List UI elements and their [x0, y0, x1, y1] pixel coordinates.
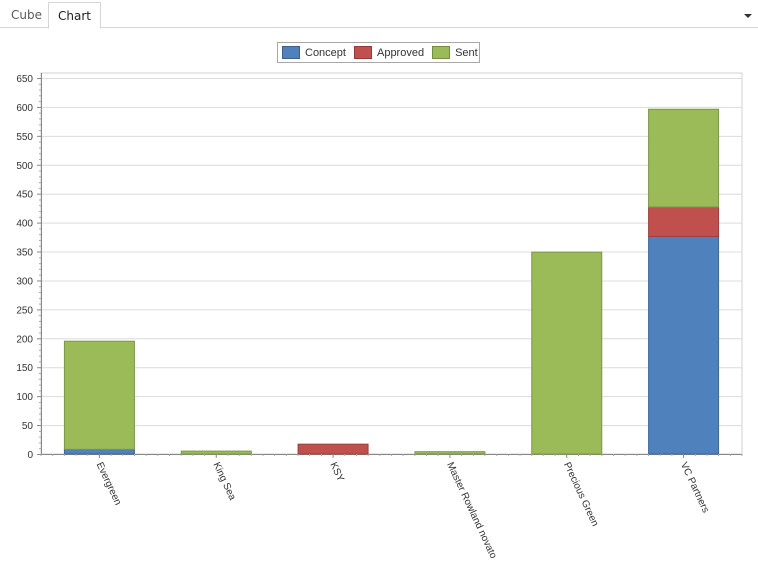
x-tick-label: Evergreen	[94, 461, 123, 507]
y-tick-label: 50	[22, 421, 34, 432]
bar-concept-evergreen	[63, 448, 135, 455]
y-tick-label: 150	[16, 363, 33, 374]
legend-label-sent: Sent	[455, 46, 478, 59]
x-tick-label: King Sea	[211, 461, 238, 503]
y-tick-label: 250	[16, 305, 33, 316]
y-tick-label: 450	[16, 190, 33, 201]
legend-item-concept[interactable]: Concept	[282, 46, 346, 59]
bar-approved-ksy	[297, 443, 369, 455]
bar-concept-vc-partners	[648, 235, 720, 455]
y-tick-label: 300	[16, 276, 33, 287]
chart-legend: Concept Approved Sent	[277, 42, 480, 63]
legend-label-concept: Concept	[305, 46, 346, 59]
y-tick-label: 400	[16, 219, 33, 230]
bar-sent-master-rowland-novato	[414, 451, 486, 455]
y-tick-label: 650	[16, 74, 33, 85]
y-tick-label: 500	[16, 161, 33, 172]
tab-chart[interactable]: Chart	[48, 2, 101, 29]
legend-swatch-concept	[282, 46, 300, 59]
legend-item-approved[interactable]: Approved	[353, 46, 425, 59]
bar-sent-precious-green	[531, 251, 603, 455]
y-tick-label: 0	[27, 450, 33, 461]
legend-swatch-sent	[432, 46, 451, 59]
y-tick-label: 600	[16, 103, 33, 114]
y-tick-label: 550	[16, 132, 33, 143]
y-tick-label: 350	[16, 248, 33, 259]
tab-bar: Cube Chart	[0, 0, 758, 29]
bar-sent-king-sea	[180, 450, 252, 455]
bar-sent-vc-partners	[648, 108, 720, 208]
tab-cube[interactable]: Cube	[11, 8, 42, 22]
y-tick-label: 100	[16, 392, 33, 403]
chevron-down-icon[interactable]	[744, 14, 752, 18]
y-tick-label: 200	[16, 334, 33, 345]
bar-sent-evergreen	[63, 340, 135, 450]
legend-label-approved: Approved	[376, 46, 425, 59]
bar-approved-vc-partners	[648, 206, 720, 237]
x-tick-label: KSY	[327, 461, 346, 484]
legend-item-sent[interactable]: Sent	[432, 46, 478, 59]
x-tick-label: Precious Green	[561, 461, 600, 529]
legend-swatch-approved	[353, 46, 372, 59]
x-tick-label: Master Rowland novato	[444, 461, 499, 561]
x-tick-label: VC Partners	[678, 461, 711, 515]
